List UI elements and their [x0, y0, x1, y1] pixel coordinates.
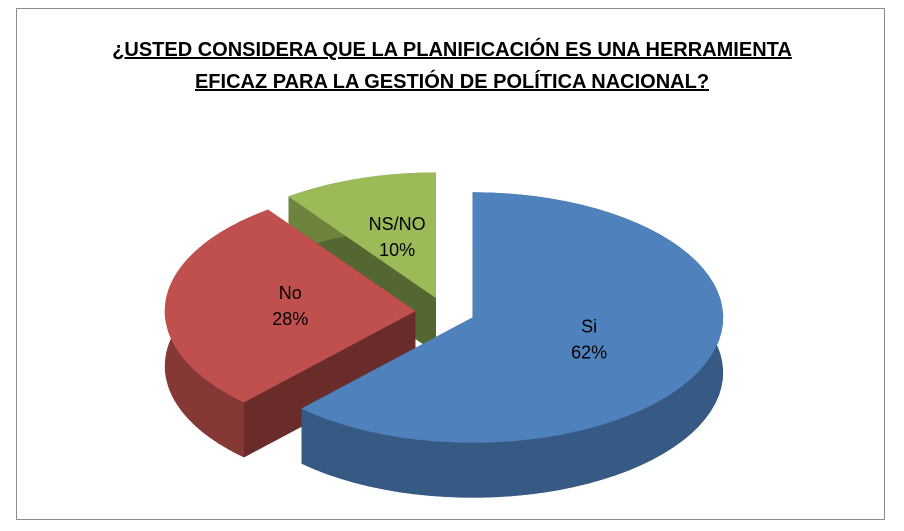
- slice-label-category: NS/NO: [369, 214, 426, 234]
- slice-label-value: 10%: [379, 240, 415, 260]
- slice: [164, 209, 416, 403]
- slice-label-value: 28%: [272, 309, 308, 329]
- chart-frame: [16, 8, 885, 520]
- slice-label-category: No: [279, 283, 302, 303]
- chart-title: ¿USTED CONSIDERA QUE LA PLANIFICACIÓN ES…: [112, 39, 792, 93]
- slice: [301, 192, 724, 443]
- slice-label-value: 62%: [571, 342, 607, 362]
- slice: [288, 172, 436, 299]
- slice-label-category: Si: [581, 316, 597, 336]
